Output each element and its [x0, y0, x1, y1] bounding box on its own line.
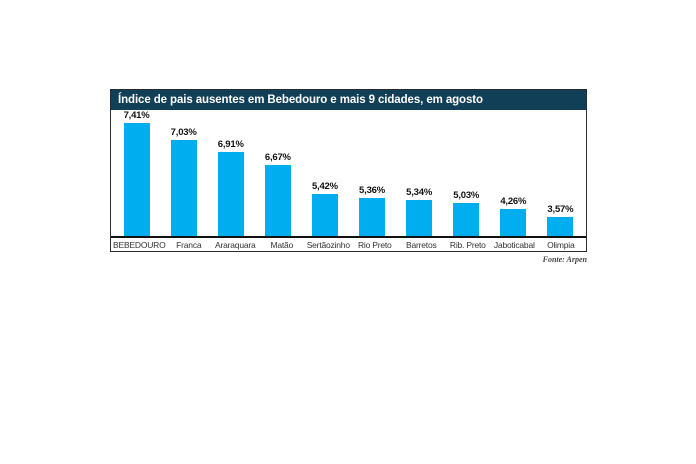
source-note: Fonte: Arpen	[542, 255, 587, 264]
bar-column: 7,03%	[160, 110, 207, 236]
bar-column: 5,42%	[301, 110, 348, 236]
bar-value-label: 6,67%	[264, 152, 291, 163]
bar	[406, 200, 433, 236]
bar	[359, 198, 386, 236]
category-label: Rio Preto	[357, 239, 392, 250]
bar-value-label: 5,34%	[406, 187, 433, 198]
category-labels-row: BEBEDOURO Franca Araraquara Matão Sertão…	[111, 238, 586, 251]
category-label: Matão	[270, 239, 294, 250]
category-label: Araraquara	[215, 239, 256, 250]
bar	[453, 203, 480, 236]
bar-column: 6,91%	[207, 110, 254, 236]
category-label: Barretos	[406, 239, 437, 250]
bars-area: 7,41% 7,03% 6,91% 6,67% 5,42% 5,36%	[111, 110, 586, 236]
category-label: Franca	[176, 239, 202, 250]
chart-title-bar: Índice de pais ausentes em Bebedouro e m…	[111, 90, 586, 110]
bar	[547, 217, 574, 236]
bar-value-label: 7,03%	[170, 127, 197, 138]
category-label: Sertãozinho	[306, 239, 350, 250]
bar	[217, 152, 244, 236]
chart-title: Índice de pais ausentes em Bebedouro e m…	[118, 94, 483, 106]
bar	[170, 140, 197, 236]
bar	[311, 194, 338, 236]
category-label: BEBEDOURO	[113, 239, 166, 250]
chart-frame: Índice de pais ausentes em Bebedouro e m…	[110, 89, 587, 252]
bar-column: 4,26%	[490, 110, 537, 236]
bar-column: 3,57%	[537, 110, 584, 236]
bar	[500, 209, 527, 236]
bar-value-label: 3,57%	[547, 204, 574, 215]
bar	[123, 123, 150, 236]
bar-value-label: 6,91%	[217, 139, 244, 150]
bar-column: 5,36%	[348, 110, 395, 236]
bar-column: 6,67%	[254, 110, 301, 236]
bar-value-label: 4,26%	[500, 196, 527, 207]
bar-value-label: 5,36%	[359, 185, 385, 196]
bar-value-label: 5,42%	[311, 181, 338, 192]
bar-value-label: 5,03%	[453, 190, 480, 201]
bar-column: 7,41%	[113, 110, 160, 236]
bar-column: 5,03%	[443, 110, 490, 236]
bar-column: 5,34%	[396, 110, 443, 236]
category-label: Rib. Preto	[449, 239, 486, 250]
bar	[264, 165, 291, 236]
x-axis-line	[111, 236, 586, 238]
bar-value-label: 7,41%	[123, 110, 150, 121]
category-label: Jaboticabal	[493, 239, 535, 250]
category-label: Olimpia	[547, 239, 575, 250]
